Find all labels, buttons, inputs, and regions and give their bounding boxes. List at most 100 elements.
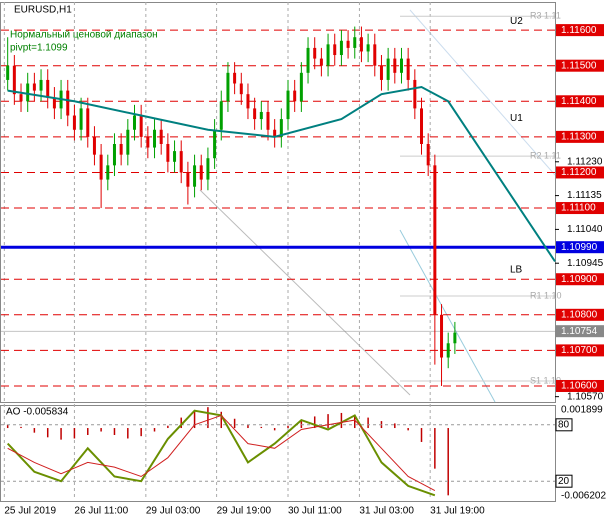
price-label: 1.11600	[561, 25, 597, 36]
candle-body	[253, 108, 257, 120]
candle-body	[299, 72, 303, 102]
price-label: 1.10700	[561, 345, 598, 356]
osc-tick-label: 0.001899	[561, 405, 603, 416]
channel-line	[409, 9, 556, 176]
candle-body	[79, 108, 83, 130]
pivot-label: R2 1.11	[530, 150, 561, 160]
y-tick-label: 1.10570	[567, 391, 604, 402]
candle-body	[293, 90, 297, 102]
price-box	[556, 202, 604, 215]
price-label: 1.11100	[561, 203, 596, 214]
stoch-label: 80	[558, 419, 570, 430]
main-frame	[0, 2, 556, 403]
candle-body	[420, 108, 424, 144]
osc-tick-label: -0.006202	[561, 491, 606, 502]
candle-body	[119, 143, 123, 155]
candle-body	[306, 47, 310, 73]
candle-body	[112, 143, 116, 166]
candle-body	[366, 44, 370, 52]
candle-body	[159, 129, 163, 144]
price-label: 1.10600	[561, 381, 598, 392]
price-box	[556, 241, 604, 254]
candle-body	[286, 90, 290, 120]
stoch-box	[555, 418, 573, 432]
stoch-label: 20	[558, 476, 570, 487]
channel-label: U2	[510, 16, 523, 27]
channel-label: U1	[510, 113, 523, 124]
osc-frame	[0, 405, 556, 502]
price-label: 1.10990	[561, 242, 598, 253]
channel-line	[199, 189, 411, 396]
candle-body	[193, 165, 197, 187]
price-label: 1.11200	[561, 167, 597, 178]
candle-body	[19, 94, 23, 102]
x-tick-label: 30 Jul 11:00	[288, 506, 342, 517]
channel-label: LB	[510, 265, 523, 276]
candle-body	[379, 65, 383, 80]
candle-body	[359, 37, 363, 52]
candle-body	[273, 129, 277, 137]
channel-line	[399, 229, 496, 403]
pivot-label: R3 1.11	[530, 11, 561, 21]
price-box	[556, 344, 604, 357]
candle-body	[72, 115, 76, 130]
price-box	[556, 273, 604, 286]
candle-body	[6, 65, 10, 80]
price-box	[556, 95, 604, 108]
y-tick-label: 1.11230	[567, 156, 603, 167]
candle-body	[199, 165, 203, 180]
candle-body	[92, 136, 96, 155]
candle-body	[399, 58, 403, 73]
x-tick-label: 25 Jul 2019	[4, 506, 56, 517]
candle-body	[173, 151, 177, 162]
candle-body	[186, 172, 190, 187]
price-box	[556, 130, 604, 143]
candle-body	[246, 94, 250, 109]
moving-average	[7, 86, 556, 262]
price-label: 1.11400	[561, 96, 597, 107]
price-box	[556, 59, 604, 72]
candle-body	[319, 58, 323, 66]
price-label: 1.10900	[561, 274, 598, 285]
stoch-box	[555, 474, 573, 488]
candle-body	[106, 165, 110, 180]
candle-body	[239, 83, 243, 95]
candle-body	[346, 40, 350, 48]
candle-body	[433, 165, 437, 315]
candle-body	[32, 83, 36, 91]
x-tick-label: 26 Jul 11:00	[74, 506, 128, 517]
pivot-note: pivpt=1.1099	[10, 43, 68, 54]
candle-body	[453, 332, 457, 344]
candle-body	[46, 79, 50, 98]
candle-body	[353, 37, 357, 48]
price-box	[556, 379, 604, 392]
x-tick-label: 31 Jul 19:00	[430, 506, 485, 517]
candle-body	[86, 108, 90, 137]
candle-body	[446, 343, 450, 358]
x-tick-label: 29 Jul 03:00	[146, 506, 201, 517]
subtitle: Нормальный ценовой диапазон	[10, 30, 158, 41]
candle-body	[153, 129, 157, 148]
price-box	[556, 24, 604, 37]
candle-body	[233, 72, 237, 84]
price-box	[556, 325, 604, 338]
candle-body	[146, 136, 150, 148]
candle-body	[266, 111, 270, 130]
pivot-label: R1 1.10	[530, 290, 562, 300]
candle-body	[259, 111, 263, 120]
candle-body	[213, 129, 217, 159]
candle-body	[406, 58, 410, 80]
y-tick-label: 1.11135	[567, 190, 602, 201]
candle-body	[373, 44, 377, 66]
candle-body	[226, 72, 230, 102]
candle-body	[139, 115, 143, 137]
candle-body	[279, 119, 283, 137]
candle-body	[39, 79, 43, 91]
candle-body	[219, 101, 223, 130]
candle-body	[333, 44, 337, 56]
candle-body	[393, 58, 397, 73]
candle-body	[386, 58, 390, 80]
